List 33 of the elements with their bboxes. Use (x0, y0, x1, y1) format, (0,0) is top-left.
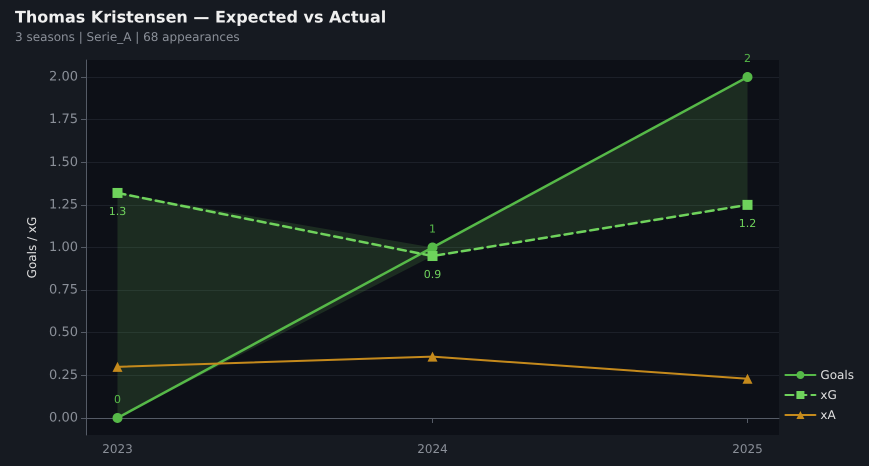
chart-title: Thomas Kristensen — Expected vs Actual (15, 8, 386, 26)
y-axis-title: Goals / xG (25, 216, 39, 278)
y-tick-label: 1.00 (49, 240, 78, 255)
y-tick-label: 0.50 (49, 325, 78, 340)
data-label: 1.2 (738, 216, 756, 230)
point (112, 412, 122, 423)
point (428, 352, 438, 362)
y-tick-label: 1.25 (49, 197, 78, 212)
data-label: 2 (744, 52, 751, 66)
point (428, 251, 438, 262)
x-tick-label: 2023 (102, 442, 133, 456)
y-tick-label: 1.75 (49, 112, 78, 128)
point (742, 200, 752, 210)
data-label: 1.3 (108, 204, 126, 218)
y-tick-label: 0.00 (49, 410, 78, 426)
x-tick-label: 2024 (417, 442, 448, 456)
x-tick-label: 2025 (732, 442, 763, 456)
data-label: 0.9 (424, 268, 442, 282)
point (742, 374, 752, 384)
data-label: 0 (114, 392, 121, 406)
legend-label: xA (820, 408, 837, 422)
point (112, 188, 122, 198)
legend-label: Goals (820, 368, 854, 382)
chart-subtitle: 3 seasons | Serie_A | 68 appearances (15, 30, 240, 44)
data-label: 1 (429, 222, 436, 236)
y-tick-label: 0.75 (49, 282, 78, 298)
point (112, 362, 122, 372)
y-tick-label: 0.25 (49, 368, 78, 383)
y-tick-label: 1.50 (49, 154, 78, 170)
point (428, 242, 438, 252)
point (742, 72, 752, 82)
y-tick-label: 2.00 (49, 70, 78, 85)
legend-label: xG (820, 388, 837, 402)
